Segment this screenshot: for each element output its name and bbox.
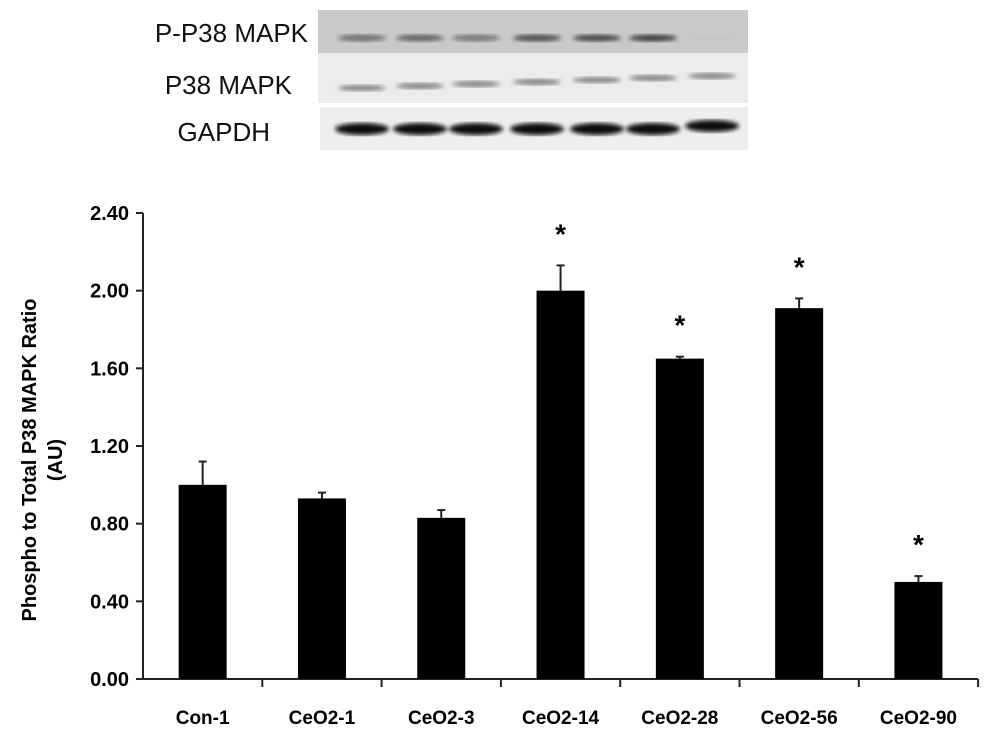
band-p38 (513, 79, 561, 85)
band-p-p38 (338, 34, 386, 42)
x-tick-label: Con-1 (176, 708, 230, 729)
y-axis-label-unit: (AU) (45, 439, 67, 481)
bar (775, 308, 824, 679)
y-tick-label: 0.80 (90, 514, 129, 536)
x-tick-label: CeO2-14 (522, 708, 600, 729)
band-gapdh (393, 123, 447, 135)
bar (178, 484, 227, 679)
bar (655, 358, 704, 679)
band-gapdh (626, 123, 680, 135)
y-tick-label: 1.20 (90, 436, 129, 458)
significance-asterisk: * (674, 310, 685, 341)
x-tick-label: CeO2-28 (641, 708, 718, 729)
band-p-p38 (396, 34, 444, 42)
band-p38 (629, 75, 677, 81)
bar (536, 290, 585, 679)
band-p38 (338, 85, 386, 91)
band-gapdh (335, 123, 389, 135)
y-axis-label: Phospho to Total P38 MAPK Ratio (19, 299, 41, 622)
band-gapdh (685, 120, 739, 132)
significance-asterisk: * (913, 529, 924, 560)
band-p38 (396, 83, 444, 89)
bar (894, 581, 943, 679)
band-p-p38 (452, 34, 500, 42)
y-tick-label: 2.00 (90, 281, 129, 303)
y-tick-label: 0.40 (90, 591, 129, 613)
x-tick-label: CeO2-90 (880, 708, 957, 729)
bar (297, 498, 346, 679)
blot-label-p38: P38 MAPK (164, 70, 292, 100)
band-gapdh (510, 123, 564, 135)
y-tick-label: 1.60 (90, 358, 129, 380)
bar (417, 517, 466, 679)
western-blot-image (318, 10, 748, 150)
band-gapdh (570, 123, 624, 135)
blot-row-p-p38 (318, 10, 748, 53)
band-p38 (452, 81, 500, 87)
band-gapdh (449, 123, 503, 135)
x-tick-label: CeO2-1 (289, 708, 356, 729)
x-tick-label: CeO2-56 (761, 708, 838, 729)
blot-label-gapdh: GAPDH (177, 117, 270, 147)
band-p-p38 (573, 34, 621, 42)
y-tick-label: 2.40 (90, 203, 129, 225)
blot-label-p-p38: P-P38 MAPK (154, 18, 308, 48)
x-tick-label: CeO2-3 (408, 708, 475, 729)
significance-asterisk: * (555, 218, 566, 249)
y-tick-label: 0.00 (90, 669, 129, 691)
band-p38 (688, 73, 736, 79)
significance-asterisk: * (794, 251, 805, 282)
band-p-p38 (513, 34, 561, 42)
band-p-p38 (629, 34, 677, 42)
band-p38 (573, 77, 621, 83)
